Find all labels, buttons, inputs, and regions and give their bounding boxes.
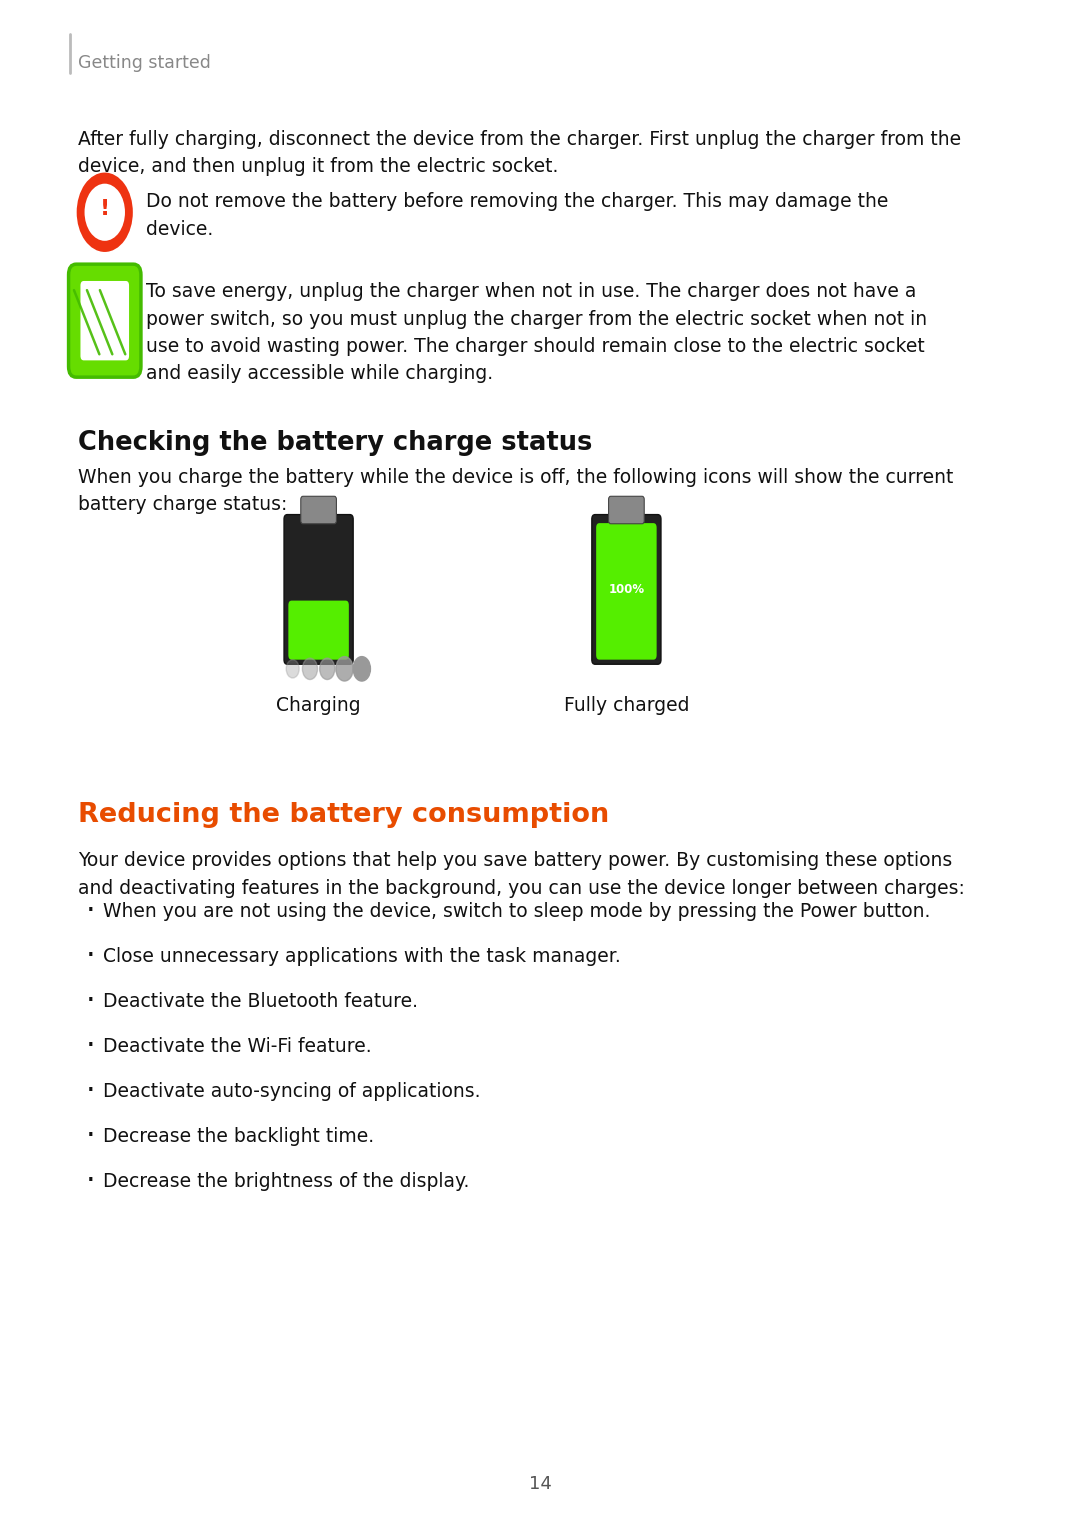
Text: 14: 14 [528,1475,552,1493]
Text: ·: · [86,1078,95,1106]
FancyBboxPatch shape [288,600,349,660]
Text: Deactivate auto-syncing of applications.: Deactivate auto-syncing of applications. [103,1081,481,1101]
Circle shape [353,657,370,681]
Circle shape [336,657,353,681]
Text: Reducing the battery consumption: Reducing the battery consumption [78,803,609,829]
Text: ·: · [86,988,95,1015]
Circle shape [286,660,299,678]
Text: After fully charging, disconnect the device from the charger. First unplug the c: After fully charging, disconnect the dev… [78,130,961,176]
FancyBboxPatch shape [592,515,661,664]
Text: Getting started: Getting started [78,53,211,72]
Circle shape [84,183,125,241]
Text: Decrease the brightness of the display.: Decrease the brightness of the display. [103,1173,469,1191]
Text: 100%: 100% [608,583,645,596]
Text: ·: · [86,1167,95,1196]
Text: Charging: Charging [276,696,361,715]
Text: ·: · [86,942,95,971]
Text: Fully charged: Fully charged [564,696,689,715]
FancyBboxPatch shape [69,264,140,377]
Text: Deactivate the Bluetooth feature.: Deactivate the Bluetooth feature. [103,993,418,1011]
Text: When you are not using the device, switch to sleep mode by pressing the Power bu: When you are not using the device, switc… [103,901,930,921]
Text: Do not remove the battery before removing the charger. This may damage the
devic: Do not remove the battery before removin… [146,192,888,238]
Text: Checking the battery charge status: Checking the battery charge status [78,431,592,457]
FancyBboxPatch shape [300,496,337,524]
FancyBboxPatch shape [81,281,130,360]
Text: Deactivate the Wi-Fi feature.: Deactivate the Wi-Fi feature. [103,1037,372,1055]
Text: When you charge the battery while the device is off, the following icons will sh: When you charge the battery while the de… [78,467,954,515]
Text: To save energy, unplug the charger when not in use. The charger does not have a
: To save energy, unplug the charger when … [146,282,927,383]
Text: Decrease the backlight time.: Decrease the backlight time. [103,1127,374,1145]
FancyBboxPatch shape [596,524,657,660]
Circle shape [320,658,335,680]
Text: ·: · [86,898,95,925]
Text: ·: · [86,1122,95,1151]
Text: Your device provides options that help you save battery power. By customising th: Your device provides options that help y… [78,852,964,898]
Circle shape [77,173,133,252]
Text: ·: · [86,1032,95,1061]
FancyBboxPatch shape [609,496,644,524]
Circle shape [302,658,318,680]
Text: Close unnecessary applications with the task manager.: Close unnecessary applications with the … [103,947,620,965]
Text: !: ! [99,199,110,220]
FancyBboxPatch shape [284,515,353,664]
